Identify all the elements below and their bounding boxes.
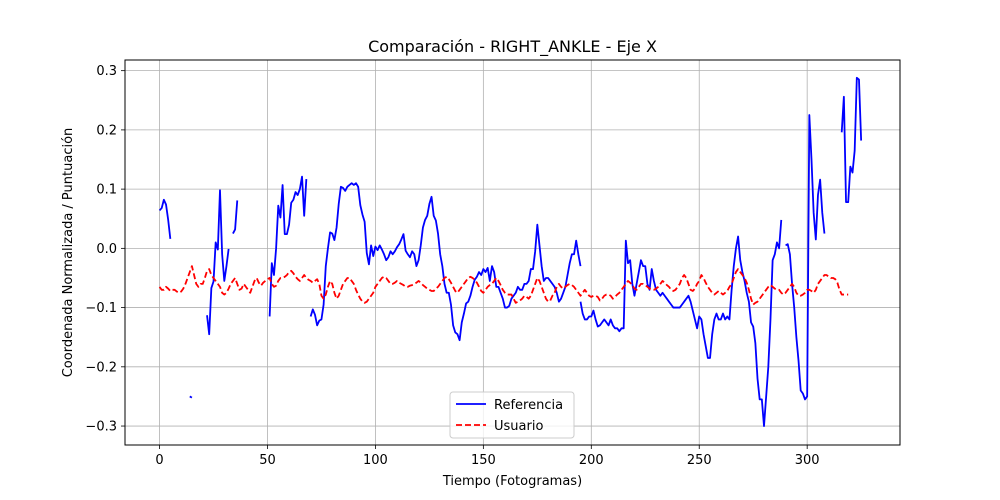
y-tick-label: 0.1 <box>96 183 117 198</box>
y-tick-label: 0.0 <box>96 242 117 257</box>
series-line-referencia <box>206 189 230 336</box>
series-line-referencia <box>309 182 582 342</box>
series-line-referencia <box>158 198 172 239</box>
series-line-referencia <box>189 395 193 399</box>
y-tick-label: −0.1 <box>85 301 117 316</box>
x-axis-ticks: 0 50 100 150 200 250 300 <box>155 445 820 468</box>
y-tick-label: 0.2 <box>96 123 117 138</box>
series-line-referencia <box>579 219 783 427</box>
y-tick-label: −0.2 <box>85 360 117 375</box>
series-line-usuario <box>158 265 849 306</box>
series-line-referencia <box>840 76 863 204</box>
y-tick-label: −0.3 <box>85 420 117 435</box>
x-tick-label: 150 <box>471 453 496 468</box>
x-tick-label: 50 <box>259 453 276 468</box>
legend-label-usuario: Usuario <box>494 419 543 434</box>
x-tick-label: 0 <box>155 453 163 468</box>
x-tick-label: 200 <box>579 453 604 468</box>
x-axis-label: Tiempo (Fotogramas) <box>442 474 582 489</box>
x-tick-label: 250 <box>687 453 712 468</box>
axes-frame <box>124 59 901 446</box>
y-axis-label: Coordenada Normalizada / Puntuación <box>61 128 76 378</box>
plot-lines <box>158 76 863 427</box>
legend: Referencia Usuario <box>449 391 575 439</box>
y-axis-ticks: −0.3 −0.2 −0.1 0.0 0.1 0.2 0.3 <box>85 64 125 435</box>
y-tick-label: 0.3 <box>96 64 117 79</box>
series-line-referencia <box>268 175 308 317</box>
legend-label-referencia: Referencia <box>494 398 563 413</box>
series-line-referencia <box>232 200 239 234</box>
x-tick-label: 300 <box>795 453 820 468</box>
chart-title: Comparación - RIGHT_ANKLE - Eje X <box>368 37 657 57</box>
x-tick-label: 100 <box>363 453 388 468</box>
